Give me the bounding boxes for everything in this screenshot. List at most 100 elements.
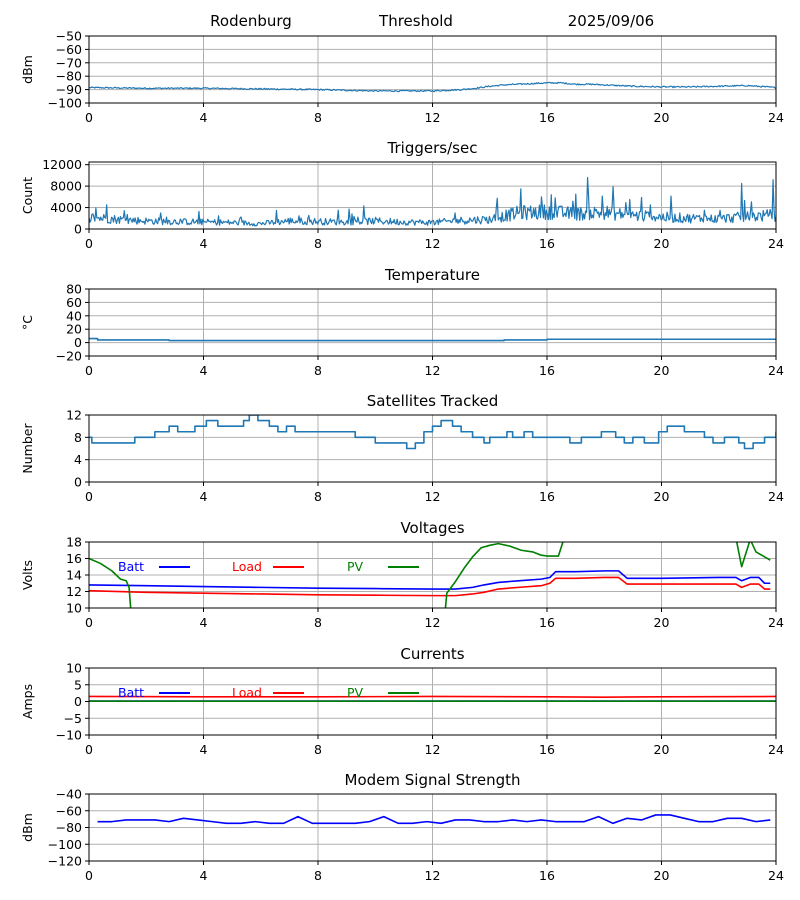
y-tick-label: 12	[66, 408, 82, 423]
y-tick-label: 8	[74, 430, 82, 445]
panel-title: Temperature	[384, 266, 480, 284]
legend-label-batt: Batt	[118, 685, 144, 700]
x-tick-label: 12	[425, 363, 441, 378]
x-tick-label: 0	[85, 742, 93, 757]
x-tick-label: 20	[654, 868, 670, 883]
y-tick-label: −80	[56, 820, 82, 835]
x-tick-label: 24	[768, 363, 784, 378]
x-tick-label: 20	[654, 363, 670, 378]
y-tick-label: 10	[66, 601, 82, 616]
x-tick-label: 12	[425, 615, 441, 630]
y-tick-label: 10	[66, 661, 82, 676]
y-axis-label: Number	[20, 423, 35, 474]
y-tick-label: 8000	[50, 179, 82, 194]
x-tick-label: 16	[539, 110, 555, 125]
x-tick-label: 20	[654, 615, 670, 630]
y-tick-label: −10	[56, 728, 82, 743]
series-group	[89, 542, 771, 608]
x-tick-label: 24	[768, 236, 784, 251]
series-line-satellites	[89, 415, 776, 450]
x-tick-label: 24	[768, 489, 784, 504]
y-axis-label: °C	[20, 315, 35, 330]
y-tick-label: 20	[66, 322, 82, 337]
panel-threshold: 0 4 8 12 16 20 24 −100−90−80−70−60−50 dBm	[20, 29, 784, 126]
x-tick-label: 8	[314, 110, 322, 125]
series-line-batt	[89, 570, 771, 590]
series-line-pv	[89, 542, 771, 608]
y-tick-label: −50	[56, 29, 82, 44]
y-tick-label: 4	[74, 452, 82, 467]
x-tick-label: 16	[539, 363, 555, 378]
panel-modem: 0 4 8 12 16 20 24 −120 −100 −80 −60−40 Modem Signal…	[20, 771, 784, 883]
series-group	[89, 415, 776, 450]
x-tick-label: 0	[85, 110, 93, 125]
y-tick-label: 4000	[50, 200, 82, 215]
x-tick-label: 20	[654, 742, 670, 757]
x-tick-label: 0	[85, 489, 93, 504]
x-tick-label: 4	[200, 615, 208, 630]
y-tick-label: 40	[66, 308, 82, 323]
x-tick-label: 12	[425, 489, 441, 504]
y-tick-label: 12	[66, 584, 82, 599]
legend-label-pv: PV	[347, 685, 364, 700]
legend-label-load: Load	[232, 685, 262, 700]
y-tick-label: −100	[48, 96, 82, 111]
series-line-load	[89, 695, 776, 698]
series-group	[89, 695, 776, 702]
y-tick-label: −60	[56, 803, 82, 818]
y-tick-label: −70	[56, 55, 82, 70]
header-date: 2025/09/06	[568, 12, 654, 30]
x-tick-label: 24	[768, 110, 784, 125]
y-tick-label: −90	[56, 82, 82, 97]
y-axis-label: Amps	[20, 684, 35, 719]
series-group	[97, 814, 771, 825]
y-axis-label: dBm	[20, 813, 35, 842]
header-mode: Threshold	[378, 12, 453, 30]
y-tick-label: 80	[66, 282, 82, 297]
x-tick-label: 0	[85, 236, 93, 251]
y-tick-label: −60	[56, 42, 82, 57]
x-tick-label: 0	[85, 615, 93, 630]
series-group	[89, 176, 776, 227]
x-tick-label: 8	[314, 615, 322, 630]
panel-title: Voltages	[400, 519, 464, 537]
y-tick-label: −100	[48, 837, 82, 852]
series-line-triggers	[89, 176, 776, 227]
x-tick-label: 24	[768, 742, 784, 757]
y-tick-label: −40	[56, 787, 82, 802]
x-tick-label: 4	[200, 868, 208, 883]
y-axis-label: Volts	[20, 560, 35, 590]
panel-title: Satellites Tracked	[367, 392, 498, 410]
y-tick-label: 0	[74, 694, 82, 709]
x-tick-label: 4	[200, 363, 208, 378]
y-tick-label: 0	[74, 335, 82, 350]
x-tick-label: 4	[200, 236, 208, 251]
panel-title: Modem Signal Strength	[345, 771, 521, 789]
x-tick-label: 8	[314, 489, 322, 504]
legend-label-pv: PV	[347, 559, 364, 574]
legend-label-load: Load	[232, 559, 262, 574]
x-tick-label: 20	[654, 489, 670, 504]
y-tick-label: 0	[74, 222, 82, 237]
x-tick-label: 16	[539, 868, 555, 883]
x-tick-label: 8	[314, 236, 322, 251]
y-axis-label: Count	[20, 177, 35, 214]
x-tick-label: 12	[425, 110, 441, 125]
series-line-threshold	[89, 81, 776, 93]
x-tick-label: 12	[425, 742, 441, 757]
panel-title: Triggers/sec	[387, 139, 478, 157]
y-axis-label: dBm	[20, 55, 35, 84]
x-tick-label: 4	[200, 489, 208, 504]
x-tick-label: 8	[314, 868, 322, 883]
x-tick-label: 8	[314, 363, 322, 378]
x-tick-label: 16	[539, 236, 555, 251]
x-tick-label: 12	[425, 236, 441, 251]
x-tick-label: 16	[539, 615, 555, 630]
header-site: Rodenburg	[210, 12, 292, 30]
x-tick-label: 12	[425, 868, 441, 883]
x-tick-label: 20	[654, 236, 670, 251]
x-tick-label: 20	[654, 110, 670, 125]
